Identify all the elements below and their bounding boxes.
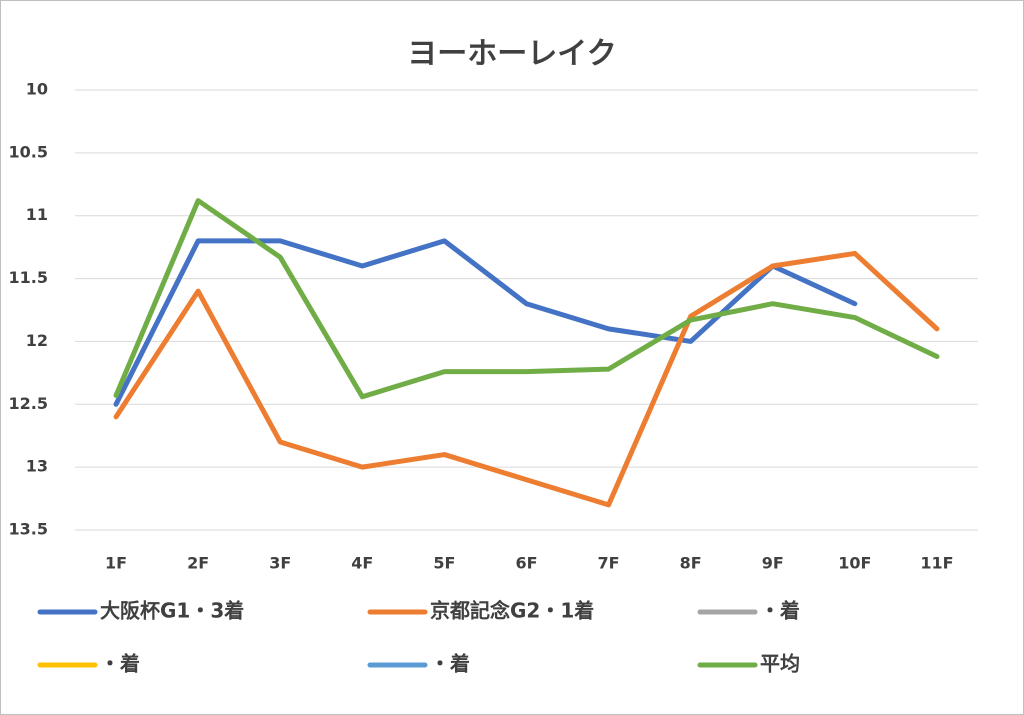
legend-label: 京都記念G2・1着 — [430, 599, 594, 623]
series-line — [113, 250, 940, 508]
y-tick-label: 10.5 — [9, 142, 48, 161]
y-tick-label: 12.5 — [9, 394, 48, 413]
y-tick-label: 13.5 — [9, 520, 48, 539]
x-tick-label: 9F — [762, 554, 784, 573]
y-tick-label: 11.5 — [9, 268, 48, 287]
y-tick-label: 11 — [26, 205, 48, 224]
legend-label: 平均 — [760, 652, 800, 676]
x-tick-label: 1F — [105, 554, 127, 573]
legend-label: ・着 — [760, 599, 800, 623]
x-tick-label: 5F — [433, 554, 455, 573]
x-tick-label: 7F — [598, 554, 620, 573]
x-tick-label: 8F — [680, 554, 702, 573]
x-tick-label: 4F — [351, 554, 373, 573]
y-tick-label: 12 — [26, 331, 48, 350]
series-line — [113, 198, 940, 400]
y-tick-label: 13 — [26, 457, 48, 476]
x-tick-label: 11F — [920, 554, 953, 573]
legend-label: ・着 — [100, 652, 140, 676]
x-tick-label: 2F — [187, 554, 209, 573]
legend-label: 大阪杯G1・3着 — [100, 599, 244, 623]
chart-title: ヨーホーレイク — [407, 37, 616, 72]
series-line — [113, 238, 858, 407]
x-tick-label: 6F — [515, 554, 537, 573]
legend-label: ・着 — [430, 652, 470, 676]
x-tick-label: 3F — [269, 554, 291, 573]
x-tick-label: 10F — [838, 554, 871, 573]
y-tick-label: 10 — [26, 80, 48, 99]
